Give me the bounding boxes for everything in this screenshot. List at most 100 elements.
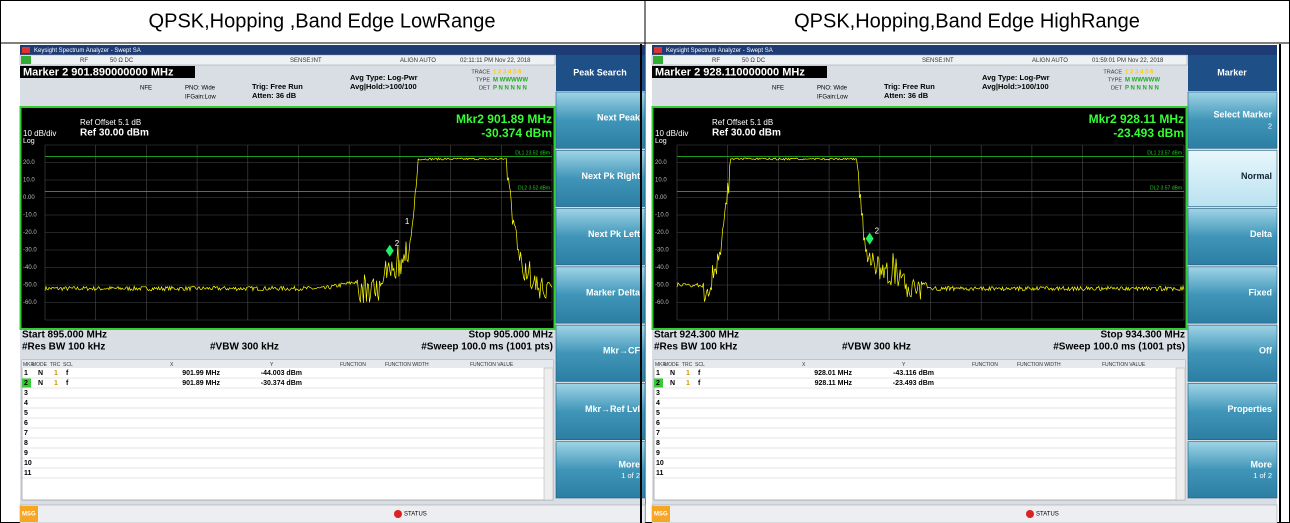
label: 901.89 MHz xyxy=(182,380,220,387)
label: 3 xyxy=(24,390,28,397)
label: Normal xyxy=(1241,171,1272,181)
label: DL2 3.52 dBm xyxy=(518,186,550,192)
label: 10 dB/div xyxy=(23,129,56,138)
label: -10.0 xyxy=(655,213,669,219)
softkey[interactable] xyxy=(1187,441,1278,499)
table-header-bg xyxy=(22,360,553,368)
label: ALIGN AUTO xyxy=(400,58,436,64)
label: Marker 2 928.110000000 MHz xyxy=(655,66,805,78)
label: Avg|Hold:>100/100 xyxy=(982,82,1049,91)
status-row xyxy=(19,54,556,66)
marker-bar xyxy=(20,66,195,78)
label: 928.11 MHz xyxy=(815,380,853,387)
label: PNO: Wide xyxy=(817,86,848,92)
selected-row-tag xyxy=(22,378,31,388)
label: SCL xyxy=(695,362,705,368)
label: Off xyxy=(1259,346,1273,356)
softkey[interactable] xyxy=(1187,383,1278,441)
label: 01:59:01 PM Nov 22, 2018 xyxy=(1092,58,1164,64)
label: More xyxy=(1250,459,1272,469)
softkey[interactable] xyxy=(1187,149,1278,207)
label: 6 xyxy=(24,420,28,427)
label: Keysight Spectrum Analyzer - Swept SA xyxy=(666,48,773,54)
label: FUNCTION WIDTH xyxy=(385,362,429,368)
label: -20.0 xyxy=(23,230,37,236)
softkey[interactable] xyxy=(1187,91,1278,149)
label: Properties xyxy=(1227,404,1272,414)
label: 928.01 MHz xyxy=(814,370,852,377)
softkey[interactable] xyxy=(555,266,646,324)
label: Mkr→Ref Lvl xyxy=(585,404,640,414)
label: #VBW 300 kHz xyxy=(210,342,279,353)
label: 0.00 xyxy=(655,195,667,201)
label: MSG xyxy=(22,512,36,518)
label: 6 xyxy=(656,420,660,427)
label: IFGain:Low xyxy=(185,95,216,101)
label: X xyxy=(802,362,806,368)
label: FUNCTION WIDTH xyxy=(1017,362,1061,368)
label: TYPE xyxy=(1108,77,1123,83)
label: 10 xyxy=(24,460,32,467)
label: P N N N N N xyxy=(1125,86,1159,92)
softkey[interactable] xyxy=(1187,208,1278,266)
selected-row-tag xyxy=(654,378,663,388)
label: Trig: Free Run xyxy=(252,82,303,91)
label: Avg Type: Log-Pwr xyxy=(982,73,1050,82)
softkey[interactable] xyxy=(555,383,646,441)
label: FUNCTION VALUE xyxy=(1102,362,1146,368)
label: Log xyxy=(23,138,35,145)
label: Avg|Hold:>100/100 xyxy=(350,82,417,91)
label: -10.0 xyxy=(23,213,37,219)
status-bar xyxy=(651,504,1278,523)
label: MODE xyxy=(32,362,48,368)
softkey[interactable] xyxy=(1187,266,1278,324)
softkey[interactable] xyxy=(555,91,646,149)
label: N xyxy=(670,380,675,387)
label: f xyxy=(698,370,701,377)
label: DL2 3.57 dBm xyxy=(1150,186,1182,192)
label: #Sweep 100.0 ms (1001 pts) xyxy=(421,342,553,353)
label: DL1 23.52 dBm xyxy=(515,151,550,157)
label: #Res BW 100 kHz xyxy=(22,342,105,353)
trace xyxy=(44,157,553,303)
label: STATUS xyxy=(404,512,427,518)
softkey[interactable] xyxy=(555,149,646,207)
label: N xyxy=(38,370,43,377)
label: DL1 23.57 dBm xyxy=(1147,151,1182,157)
label: SENSE:INT xyxy=(922,58,954,64)
label: 7 xyxy=(24,430,28,437)
status-bar xyxy=(19,504,646,523)
label: TYPE xyxy=(476,77,491,83)
marker-table xyxy=(653,359,1186,501)
label: -60.0 xyxy=(23,300,37,306)
label: Mkr2 901.89 MHz xyxy=(456,112,552,126)
label: -30.374 dBm xyxy=(261,380,302,387)
label: DET xyxy=(479,85,491,91)
label: SENSE:INT xyxy=(290,58,322,64)
label: 1 xyxy=(54,370,58,377)
label: MODE xyxy=(664,362,680,368)
label: 1 xyxy=(24,370,28,377)
label: Next Pk Right xyxy=(581,171,640,181)
menu-title-bg xyxy=(556,55,645,91)
label: Start 895.000 MHz xyxy=(22,330,107,341)
label: 10 dB/div xyxy=(655,129,688,138)
label: More xyxy=(618,459,640,469)
softkey[interactable] xyxy=(555,208,646,266)
label: RF xyxy=(80,58,88,64)
softkey[interactable] xyxy=(555,324,646,382)
label: Mkr2 928.11 MHz xyxy=(1089,112,1184,126)
label: MKR xyxy=(655,362,667,368)
label: Avg Type: Log-Pwr xyxy=(350,73,418,82)
label: Atten: 36 dB xyxy=(252,91,297,100)
label: 1 xyxy=(656,370,660,377)
softkey[interactable] xyxy=(1187,324,1278,382)
label: 02:11:11 PM Nov 22, 2018 xyxy=(460,58,531,64)
label: N xyxy=(670,370,675,377)
label: -30.374 dBm xyxy=(481,126,552,140)
softkey[interactable] xyxy=(555,441,646,499)
label: -50.0 xyxy=(23,283,37,289)
label: Log xyxy=(655,138,667,145)
label: N xyxy=(38,380,43,387)
